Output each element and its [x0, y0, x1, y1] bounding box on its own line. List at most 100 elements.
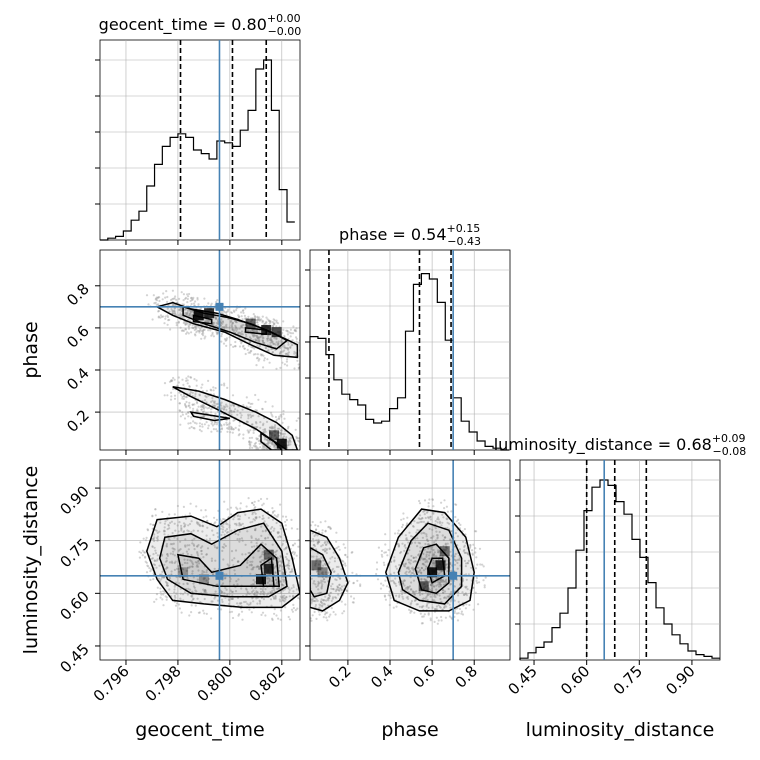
scatter-point [449, 561, 452, 565]
scatter-point [250, 545, 254, 549]
scatter-point [274, 553, 277, 556]
scatter-point [225, 344, 228, 347]
scatter-point [425, 559, 428, 562]
scatter-point [280, 339, 283, 343]
scatter-point [300, 441, 302, 443]
scatter-point [292, 457, 294, 459]
scatter-point [437, 551, 440, 554]
scatter-point [248, 436, 251, 440]
scatter-point [301, 364, 303, 366]
scatter-point [291, 544, 295, 547]
scatter-point [213, 404, 216, 407]
density-cell [276, 438, 287, 449]
scatter-point [282, 597, 285, 600]
scatter-point [238, 518, 241, 521]
scatter-point [220, 428, 223, 431]
scatter-point [443, 536, 446, 539]
scatter-point [442, 583, 445, 586]
scatter-point [236, 515, 239, 518]
scatter-point [220, 427, 224, 430]
scatter-point [192, 529, 195, 532]
scatter-point [266, 438, 269, 441]
y-axis-label-phase: phase [20, 321, 42, 378]
scatter-point [238, 540, 241, 543]
scatter-point [168, 318, 171, 321]
scatter-point [277, 513, 280, 517]
scatter-point [427, 516, 430, 519]
scatter-point [440, 569, 443, 573]
scatter-point [212, 393, 215, 396]
scatter-point [253, 500, 256, 503]
scatter-point [257, 336, 261, 339]
scatter-point [418, 570, 421, 573]
scatter-point [418, 502, 422, 505]
scatter-point [421, 562, 424, 566]
scatter-point [239, 412, 242, 415]
scatter-point [284, 515, 288, 518]
scatter-point [213, 417, 216, 420]
scatter-point [320, 556, 323, 559]
scatter-point [279, 618, 282, 621]
scatter-point [179, 415, 182, 418]
scatter-point [453, 585, 456, 588]
scatter-point [154, 549, 157, 552]
scatter-point [227, 308, 230, 311]
scatter-point [283, 346, 286, 349]
scatter-point [214, 316, 217, 319]
scatter-point [307, 364, 309, 366]
truth-marker [215, 571, 224, 580]
scatter-point [256, 602, 259, 605]
scatter-point [277, 340, 280, 343]
scatter-point [274, 550, 277, 553]
scatter-point [281, 599, 284, 602]
scatter-point [181, 397, 184, 400]
scatter-point [182, 505, 185, 508]
scatter-point [274, 424, 277, 427]
scatter-point [314, 533, 317, 536]
x-tick-label: 0.6 [409, 662, 439, 692]
scatter-point [224, 544, 227, 548]
scatter-point [400, 590, 403, 593]
scatter-point [151, 514, 154, 517]
scatter-point [359, 584, 362, 588]
scatter-point [228, 407, 231, 410]
scatter-point [206, 407, 209, 410]
scatter-point [198, 524, 201, 527]
scatter-point [413, 593, 416, 596]
y-tick-label: 0.4 [63, 364, 93, 394]
scatter-point [249, 350, 252, 353]
scatter-point [464, 586, 467, 589]
scatter-point [275, 582, 278, 585]
scatter-point [244, 333, 248, 336]
scatter-point [229, 431, 232, 434]
scatter-point [269, 598, 273, 601]
scatter-point [416, 537, 419, 540]
scatter-point [184, 323, 187, 326]
scatter-point [325, 599, 328, 602]
scatter-point [253, 315, 256, 318]
scatter-point [461, 591, 464, 594]
scatter-point [295, 554, 298, 557]
scatter-point [190, 298, 194, 301]
scatter-point [166, 315, 170, 319]
scatter-point [189, 422, 192, 425]
scatter-point [183, 395, 186, 398]
scatter-point [221, 320, 224, 323]
scatter-point [438, 581, 441, 584]
scatter-point [409, 611, 412, 614]
scatter-point [286, 453, 288, 455]
scatter-point [305, 343, 307, 345]
scatter-point [410, 541, 414, 544]
scatter-point [227, 427, 230, 431]
scatter-point [318, 613, 321, 616]
scatter-point [301, 574, 303, 576]
scatter-point [472, 586, 475, 589]
scatter-point [212, 389, 215, 392]
scatter-point [197, 560, 200, 563]
scatter-point [328, 615, 331, 618]
scatter-point [202, 577, 205, 580]
scatter-point [240, 414, 243, 417]
scatter-point [231, 327, 234, 330]
scatter-point [233, 522, 236, 525]
scatter-point [193, 427, 196, 430]
